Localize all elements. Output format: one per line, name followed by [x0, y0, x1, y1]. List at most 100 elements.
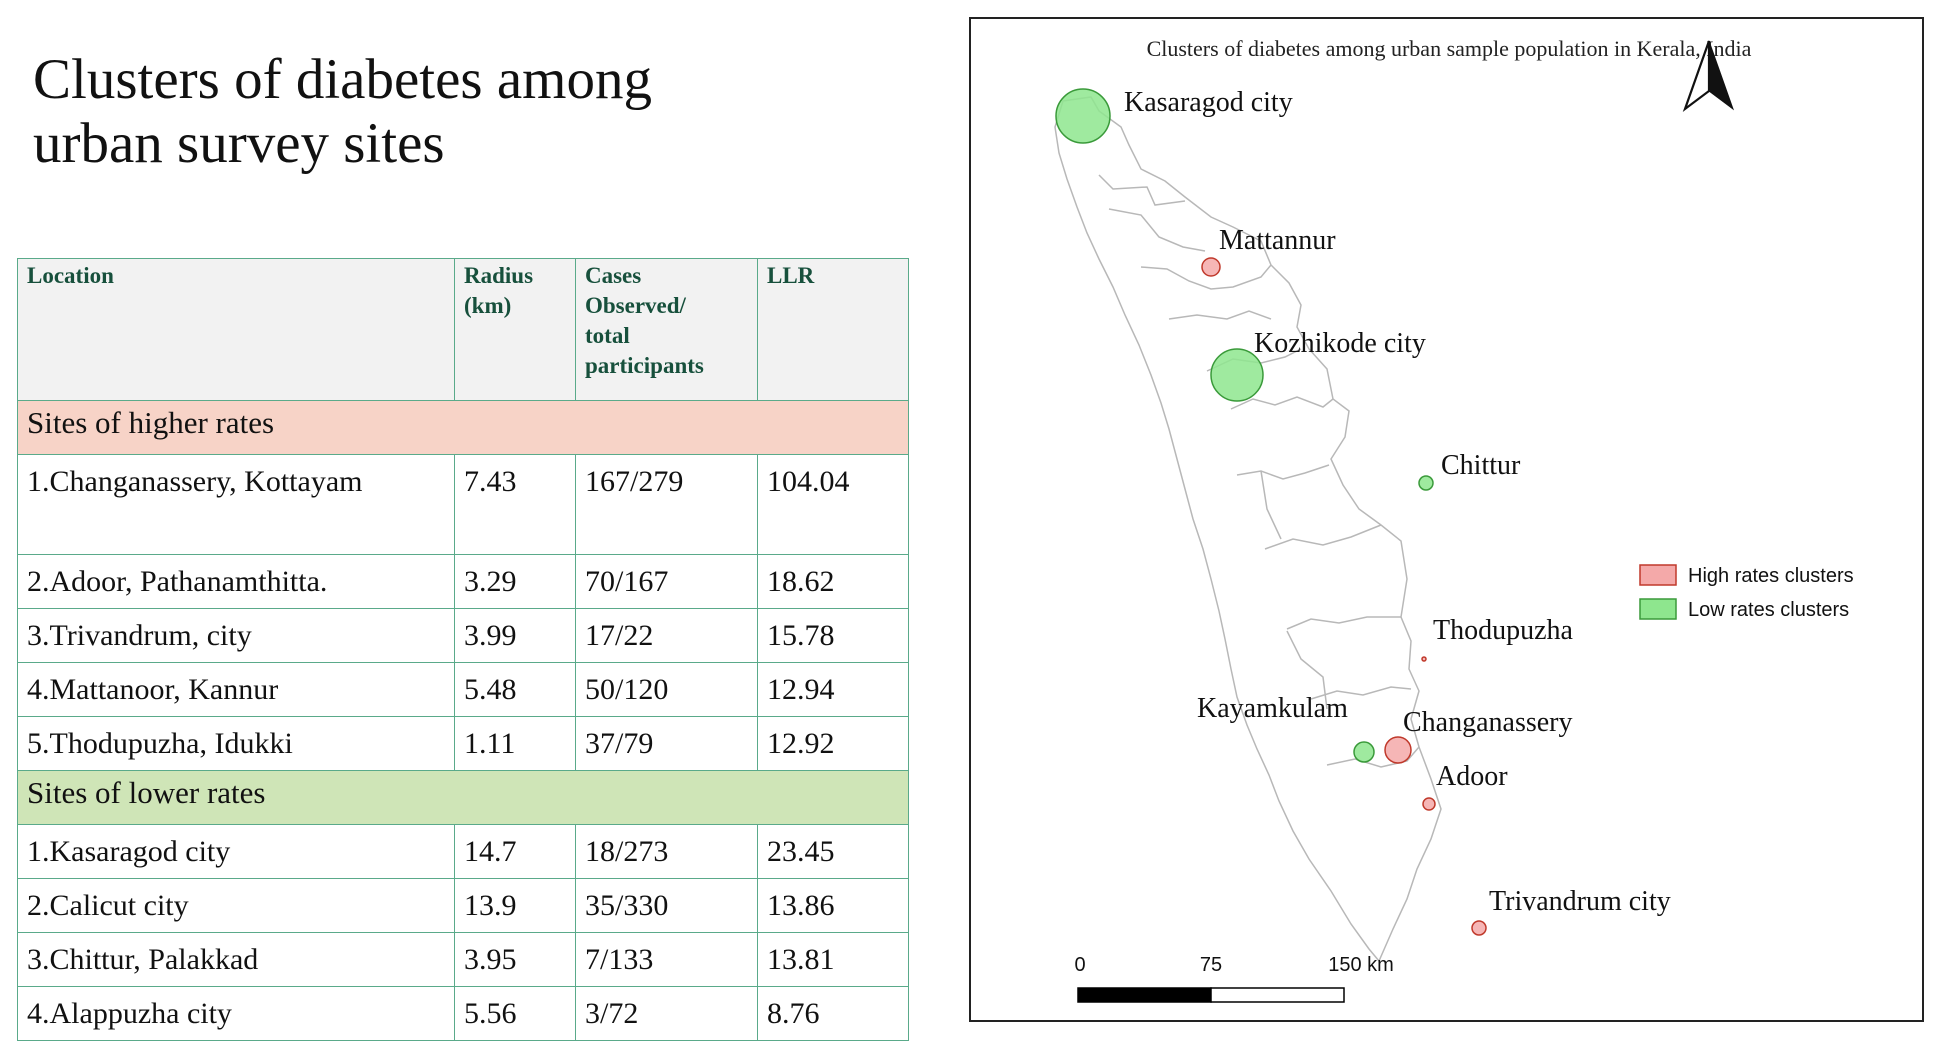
state-boundary — [1054, 96, 1442, 963]
cell-location: 3.Trivandrum, city — [17, 608, 455, 663]
legend-label-low: Low rates clusters — [1688, 599, 1849, 621]
cell-location: 4.Alappuzha city — [17, 986, 455, 1041]
cell-llr: 15.78 — [757, 608, 909, 663]
header-location-label: Location — [27, 263, 114, 288]
cell-cases: 3/72 — [575, 986, 758, 1041]
cell-llr: 8.76 — [757, 986, 909, 1041]
table-row: 2.Adoor, Pathanamthitta. 3.29 70/167 18.… — [17, 554, 909, 609]
table-row: 3.Chittur, Palakkad 3.95 7/133 13.81 — [17, 932, 909, 987]
cluster-circle-thodupuzha[interactable] — [1421, 656, 1427, 662]
place-label-mattannur: Mattannur — [1219, 225, 1336, 256]
legend-label-high: High rates clusters — [1688, 565, 1854, 587]
cell-radius: 14.7 — [454, 824, 576, 879]
slide-title-line-2: urban survey sites — [33, 112, 445, 175]
cell-llr: 18.62 — [757, 554, 909, 609]
cell-cases: 167/279 — [575, 454, 758, 555]
header-radius-line-1: Radius — [464, 263, 534, 288]
north-arrow-icon — [1682, 40, 1735, 113]
cell-radius: 5.56 — [454, 986, 576, 1041]
place-label-changanassery: Changanassery — [1403, 707, 1573, 738]
cell-location: 3.Chittur, Palakkad — [17, 932, 455, 987]
cell-llr: 13.86 — [757, 878, 909, 933]
section-row-higher-rates: Sites of higher rates — [17, 400, 909, 455]
place-label-adoor: Adoor — [1436, 761, 1508, 792]
cell-cases: 37/79 — [575, 716, 758, 771]
cluster-circle-adoor[interactable] — [1422, 797, 1436, 811]
cell-llr: 12.92 — [757, 716, 909, 771]
header-cases: Cases Observed/ total participants — [575, 258, 758, 401]
scale-bar: 0 75 150 km — [1074, 954, 1394, 1003]
cluster-markers — [1055, 88, 1487, 936]
cell-radius: 3.95 — [454, 932, 576, 987]
cell-radius: 3.99 — [454, 608, 576, 663]
cluster-circle-trivandrum[interactable] — [1471, 920, 1487, 936]
cell-location: 1.Changanassery, Kottayam — [17, 454, 455, 555]
cell-radius: 1.11 — [454, 716, 576, 771]
map-title: Clusters of diabetes among urban sample … — [1147, 36, 1752, 61]
table-row: 2.Calicut city 13.9 35/330 13.86 — [17, 878, 909, 933]
legend-swatch-low — [1639, 598, 1677, 620]
cell-cases: 18/273 — [575, 824, 758, 879]
cell-radius: 7.43 — [454, 454, 576, 555]
cell-radius: 13.9 — [454, 878, 576, 933]
legend-swatch-high — [1639, 564, 1677, 586]
table-row: 1.Kasaragod city 14.7 18/273 23.45 — [17, 824, 909, 879]
section-label-higher-rates: Sites of higher rates — [17, 400, 909, 455]
cell-llr: 104.04 — [757, 454, 909, 555]
cluster-circle-kayamkulam[interactable] — [1353, 741, 1375, 763]
header-radius: Radius (km) — [454, 258, 576, 401]
kerala-map: Clusters of diabetes among urban sample … — [1054, 36, 1854, 1003]
table-row: 4.Alappuzha city 5.56 3/72 8.76 — [17, 986, 909, 1041]
cluster-circle-chittur[interactable] — [1418, 475, 1434, 491]
table-row: 4.Mattanoor, Kannur 5.48 50/120 12.94 — [17, 662, 909, 717]
cell-cases: 50/120 — [575, 662, 758, 717]
cell-llr: 13.81 — [757, 932, 909, 987]
header-radius-line-2: (km) — [464, 293, 512, 318]
table-header-row: Location Radius (km) Cases Observed/ tot… — [17, 258, 909, 401]
cell-cases: 7/133 — [575, 932, 758, 987]
slide-title: Clusters of diabetes among urban survey … — [33, 48, 753, 176]
cell-cases: 70/167 — [575, 554, 758, 609]
place-label-trivandrum: Trivandrum city — [1489, 886, 1671, 917]
map-legend: High rates clusters Low rates clusters — [1639, 564, 1854, 621]
header-llr-label: LLR — [767, 263, 815, 288]
cell-radius: 5.48 — [454, 662, 576, 717]
place-label-kozhikode: Kozhikode city — [1254, 328, 1426, 359]
section-row-lower-rates: Sites of lower rates — [17, 770, 909, 825]
header-cases-line-3: total — [585, 323, 630, 348]
cluster-circle-mattannur[interactable] — [1201, 257, 1221, 277]
cell-cases: 17/22 — [575, 608, 758, 663]
cell-location: 2.Calicut city — [17, 878, 455, 933]
scale-bar-white-segment — [1210, 987, 1345, 1003]
scale-label-150: 150 km — [1328, 954, 1394, 976]
cell-location: 5.Thodupuzha, Idukki — [17, 716, 455, 771]
header-cases-line-1: Cases — [585, 263, 642, 288]
map-panel: Clusters of diabetes among urban sample … — [969, 17, 1924, 1022]
slide-title-line-1: Clusters of diabetes among — [33, 48, 652, 111]
header-llr: LLR — [757, 258, 909, 401]
table-row: 3.Trivandrum, city 3.99 17/22 15.78 — [17, 608, 909, 663]
cell-location: 4.Mattanoor, Kannur — [17, 662, 455, 717]
table-row: 1.Changanassery, Kottayam 7.43 167/279 1… — [17, 454, 909, 555]
cell-llr: 23.45 — [757, 824, 909, 879]
clusters-table: Location Radius (km) Cases Observed/ tot… — [17, 258, 909, 1041]
cluster-circle-kozhikode[interactable] — [1210, 348, 1264, 402]
header-cases-line-2: Observed/ — [585, 293, 686, 318]
cell-llr: 12.94 — [757, 662, 909, 717]
section-label-lower-rates: Sites of lower rates — [17, 770, 909, 825]
place-label-chittur: Chittur — [1441, 450, 1521, 481]
cell-cases: 35/330 — [575, 878, 758, 933]
table-row: 5.Thodupuzha, Idukki 1.11 37/79 12.92 — [17, 716, 909, 771]
scale-label-0: 0 — [1074, 954, 1085, 976]
cluster-circle-kasaragod[interactable] — [1055, 88, 1111, 144]
place-label-kayamkulam: Kayamkulam — [1197, 693, 1348, 724]
cell-radius: 3.29 — [454, 554, 576, 609]
place-label-thodupuzha: Thodupuzha — [1433, 615, 1574, 646]
header-cases-line-4: participants — [585, 353, 704, 378]
cell-location: 1.Kasaragod city — [17, 824, 455, 879]
place-label-kasaragod: Kasaragod city — [1124, 87, 1293, 118]
cell-location: 2.Adoor, Pathanamthitta. — [17, 554, 455, 609]
scale-bar-black-segment — [1077, 987, 1212, 1003]
cluster-circle-changanassery[interactable] — [1384, 736, 1412, 764]
scale-label-75: 75 — [1200, 954, 1222, 976]
